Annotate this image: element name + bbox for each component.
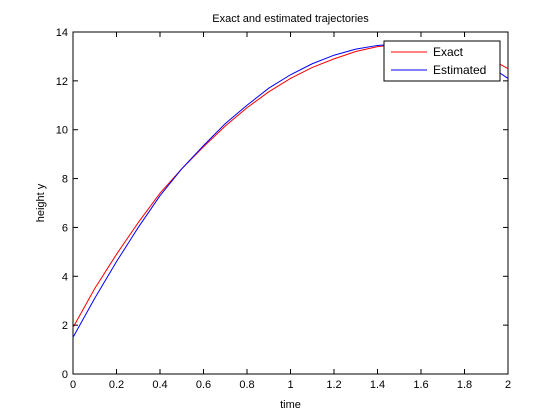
x-tick-label: 2 (505, 379, 511, 391)
y-tick-label: 0 (62, 369, 68, 381)
x-tick-label: 1.4 (370, 379, 385, 391)
y-tick-label: 14 (56, 27, 68, 39)
x-tick-label: 0.4 (152, 379, 167, 391)
y-tick-label: 8 (62, 174, 68, 186)
y-tick-label: 10 (56, 125, 68, 137)
chart-title: Exact and estimated trajectories (212, 13, 369, 25)
x-tick-label: 1.2 (326, 379, 341, 391)
x-tick-label: 0.8 (239, 379, 254, 391)
x-tick-label: 1.8 (457, 379, 472, 391)
x-tick-label: 1 (287, 379, 293, 391)
legend-label-exact: Exact (433, 45, 464, 59)
plot-area: 0 0.2 0.4 0.6 0.8 1 1.2 1.4 1.6 1.8 2 0 2 4 6 8 10 12 14 (56, 27, 511, 391)
y-tick-label: 6 (62, 222, 68, 234)
legend-label-estimated: Estimated (433, 63, 486, 77)
y-axis-label: height y (35, 183, 47, 222)
legend: Exact Estimated (383, 40, 501, 82)
x-tick-label: 0.6 (196, 379, 211, 391)
x-axis-label: time (280, 399, 301, 411)
y-tick-label: 4 (62, 271, 68, 283)
axes-box (72, 31, 509, 375)
x-tick-label: 0 (70, 379, 76, 391)
x-tick-label: 1.6 (413, 379, 428, 391)
tick-layer: 0 0.2 0.4 0.6 0.8 1 1.2 1.4 1.6 1.8 2 0 2 4 6 8 10 12 14 (56, 27, 511, 391)
y-tick-label: 2 (62, 320, 68, 332)
x-tick-label: 0.2 (109, 379, 124, 391)
y-tick-label: 12 (56, 76, 68, 88)
legend-box (383, 40, 501, 82)
